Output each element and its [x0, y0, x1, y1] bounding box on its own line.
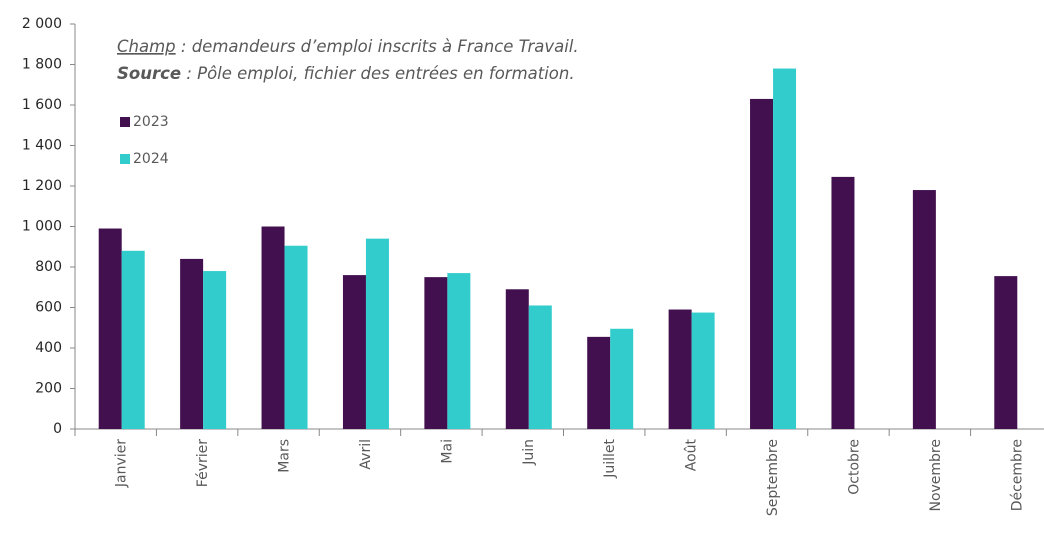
annotation-text: : Pôle emploi, fichier des entrées en fo…: [181, 64, 575, 83]
x-tick-label: Novembre: [928, 439, 944, 512]
bar: [773, 68, 797, 430]
x-tick-label: Juin: [521, 439, 537, 466]
bar: [505, 289, 529, 429]
y-tick-label: 1 800: [22, 57, 62, 73]
x-tick-label: Février: [195, 439, 211, 487]
y-tick-label: 2 000: [22, 16, 62, 32]
bar: [587, 336, 611, 429]
bar: [691, 312, 715, 429]
bar: [750, 98, 774, 430]
x-tick-label: Janvier: [114, 439, 130, 488]
legend-label: 2023: [133, 114, 169, 130]
y-tick-label: 1 600: [22, 97, 62, 113]
annotation-text: : demandeurs d’emploi inscrits à France …: [176, 37, 579, 56]
x-tick-label: Septembre: [765, 439, 781, 516]
y-tick-label: 1 000: [22, 219, 62, 235]
bar: [831, 176, 855, 429]
annotation-term: Champ: [117, 37, 176, 56]
bar: [365, 238, 389, 429]
legend-label: 2024: [133, 151, 169, 167]
bar: [912, 190, 936, 429]
bar: [668, 309, 692, 429]
bar: [180, 258, 204, 429]
bar: [424, 277, 448, 429]
x-tick-label: Août: [684, 438, 700, 471]
x-tick-label: Décembre: [1009, 439, 1025, 511]
legend-swatch: [120, 117, 130, 127]
bar: [203, 271, 227, 429]
annotation-term: Source: [117, 64, 181, 83]
x-tick-label: Juillet: [602, 438, 618, 478]
x-tick-label: Octobre: [846, 439, 862, 495]
x-tick-label: Mai: [439, 439, 455, 464]
bar: [447, 273, 471, 429]
x-tick-label: Mars: [277, 439, 293, 473]
bar: [528, 305, 552, 429]
bar: [121, 250, 145, 429]
bar: [342, 275, 366, 429]
y-tick-label: 800: [35, 259, 62, 275]
bar: [610, 328, 634, 429]
bar: [284, 245, 308, 429]
bar: [98, 228, 122, 429]
annotation: Champ : demandeurs d’emploi inscrits à F…: [117, 37, 579, 56]
y-tick-label: 1 200: [22, 178, 62, 194]
y-tick-label: 600: [35, 300, 62, 316]
legend-swatch: [120, 154, 130, 164]
bar: [261, 226, 285, 429]
y-tick-label: 0: [53, 421, 62, 437]
annotation: Source : Pôle emploi, fichier des entrée…: [117, 64, 575, 83]
bar: [994, 276, 1018, 429]
x-tick-label: Avril: [358, 439, 374, 470]
y-tick-label: 200: [35, 381, 62, 397]
y-tick-label: 1 400: [22, 138, 62, 154]
y-tick-label: 400: [35, 340, 62, 356]
